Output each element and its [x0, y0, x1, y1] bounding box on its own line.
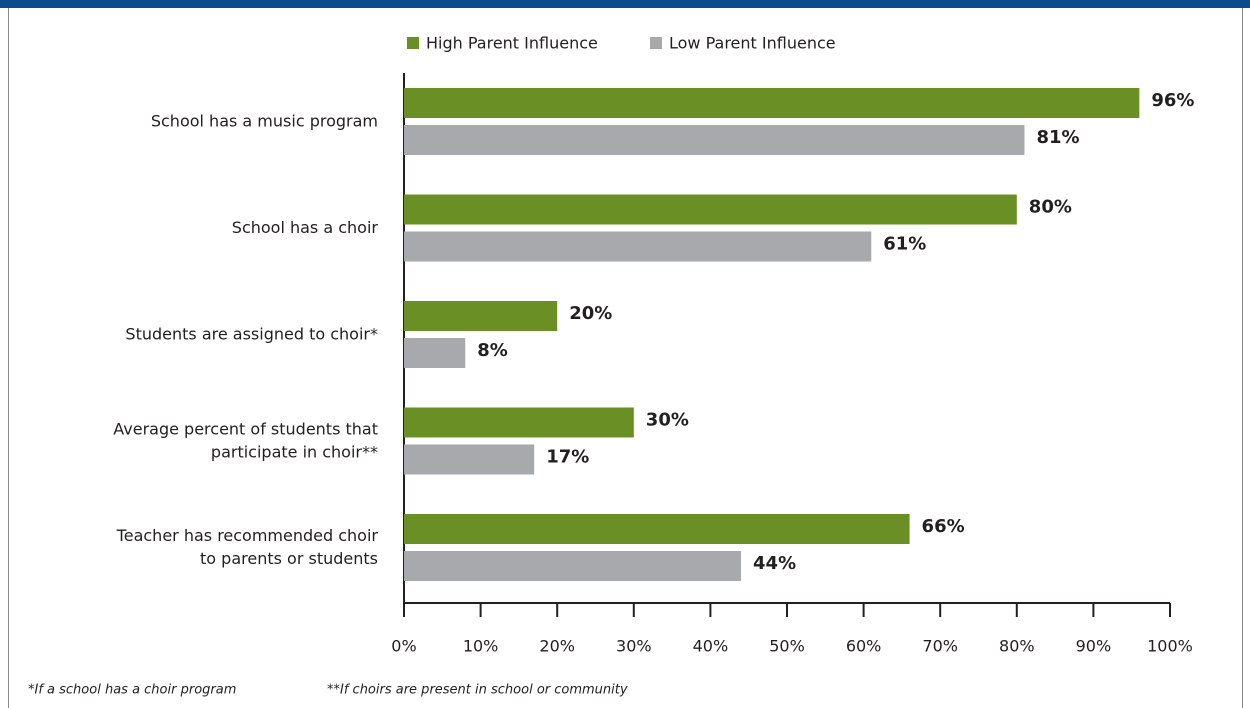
category-label: Teacher has recommended choir to parents … — [116, 526, 379, 568]
legend-label: High Parent Influence — [426, 34, 598, 53]
bar — [404, 514, 910, 544]
legend-label: Low Parent Influence — [669, 34, 836, 53]
bar — [404, 88, 1140, 118]
x-tick-label: 80% — [999, 637, 1035, 656]
x-tick-label: 50% — [769, 637, 805, 656]
legend-swatch — [407, 37, 419, 49]
x-tick-label: 100% — [1147, 637, 1193, 656]
legend-swatch — [650, 37, 662, 49]
category-label: Students are assigned to choir* — [125, 324, 378, 343]
x-tick-label: 20% — [539, 637, 575, 656]
value-label: 96% — [1151, 90, 1194, 111]
bar — [404, 194, 1017, 225]
footnote: *If a school has a choir program — [28, 683, 236, 698]
value-label: 44% — [753, 553, 796, 574]
bar — [404, 551, 742, 581]
category-label: School has a music program — [151, 111, 378, 130]
bar — [404, 338, 466, 368]
x-tick-label: 40% — [693, 637, 729, 656]
category-label: Average percent of students that particip… — [113, 419, 378, 461]
value-label: 30% — [646, 410, 689, 431]
value-label: 20% — [569, 303, 612, 324]
value-label: 80% — [1029, 197, 1072, 218]
category-label: School has a choir — [232, 218, 379, 237]
x-tick-label: 90% — [1076, 637, 1112, 656]
value-label: 61% — [883, 234, 926, 255]
x-tick-label: 10% — [463, 637, 499, 656]
top-band — [0, 0, 1250, 8]
bar — [404, 231, 872, 262]
bar — [404, 301, 558, 331]
value-label: 8% — [477, 340, 508, 361]
x-tick-label: 30% — [616, 637, 652, 656]
bar — [404, 407, 634, 438]
x-tick-label: 0% — [391, 637, 416, 656]
value-label: 81% — [1036, 127, 1079, 148]
value-label: 17% — [546, 447, 589, 468]
value-label: 66% — [922, 516, 965, 537]
footnote: **If choirs are present in school or com… — [327, 683, 628, 698]
x-tick-label: 60% — [846, 637, 882, 656]
x-tick-label: 70% — [922, 637, 958, 656]
bar — [404, 444, 535, 475]
bar — [404, 125, 1025, 155]
